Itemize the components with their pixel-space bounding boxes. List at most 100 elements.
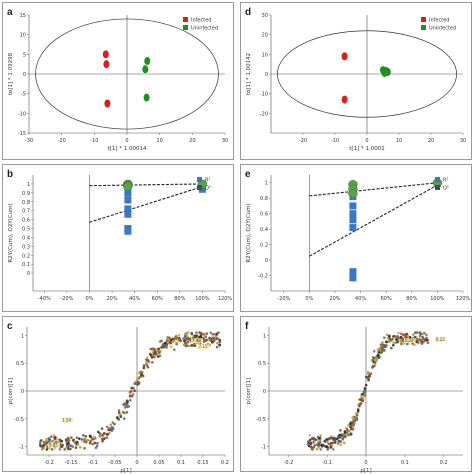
y-tick-label: 0.1 <box>22 262 30 268</box>
loading-point <box>66 447 70 451</box>
loading-point <box>177 333 181 337</box>
loading-point <box>412 333 415 336</box>
loading-point <box>139 375 143 378</box>
loading-point <box>92 435 96 439</box>
loading-point <box>371 356 375 359</box>
loading-point <box>115 416 119 420</box>
legend-label: Uninfected <box>429 26 456 32</box>
point-uninfected <box>384 68 391 77</box>
point-uninfected <box>142 65 149 74</box>
y-tick-label: -10 <box>260 92 268 98</box>
x-tick-label: 0 <box>135 460 138 466</box>
loading-point <box>188 344 192 348</box>
x-tick-label: 20% <box>329 296 340 302</box>
x-tick-label: 120% <box>456 296 471 302</box>
loading-point <box>47 437 51 440</box>
loading-point <box>377 356 380 359</box>
y-tick-label: 0 <box>265 72 268 78</box>
loading-point <box>184 332 188 336</box>
regression-line <box>89 186 203 223</box>
x-tick-label: 30 <box>460 138 466 144</box>
y-tick-label: 1 <box>263 333 266 339</box>
loading-point <box>106 425 109 429</box>
loading-point <box>388 337 392 340</box>
x-tick-label: 80% <box>406 296 417 302</box>
annotation-bg <box>434 336 447 342</box>
loading-point <box>142 366 146 370</box>
loading-point <box>46 441 49 445</box>
loading-point <box>349 425 353 428</box>
loading-point <box>310 448 314 451</box>
loading-point <box>40 439 43 442</box>
loading-point <box>421 335 424 339</box>
loading-point <box>45 437 48 441</box>
loading-point <box>404 335 408 338</box>
loading-point <box>154 348 158 351</box>
loading-point <box>399 332 403 335</box>
y-tick-label: -0.5 <box>256 417 266 423</box>
y-tick-label: 0 <box>263 389 266 395</box>
loading-point <box>149 353 152 357</box>
annotation-label: 7.48 <box>192 338 201 343</box>
loading-point <box>361 398 364 402</box>
point-r2 <box>124 205 132 213</box>
loading-point <box>325 438 329 441</box>
y-tick-label: 0 <box>27 271 30 277</box>
loading-point <box>78 446 82 449</box>
loading-point <box>119 415 123 419</box>
loading-point <box>101 434 104 437</box>
annotation-label: 0.85 <box>49 443 58 448</box>
point-uninfected <box>143 93 150 102</box>
loading-point <box>100 437 104 441</box>
loading-point <box>161 344 165 347</box>
loading-point <box>139 373 143 376</box>
loading-point <box>72 438 75 442</box>
loading-point <box>65 444 69 448</box>
loading-point <box>332 448 335 451</box>
loading-point <box>217 331 220 334</box>
loading-point <box>171 340 175 343</box>
x-tick-label: 0.1 <box>177 460 185 466</box>
x-tick-label: -0.1 <box>322 460 332 466</box>
x-tick-label: 100% <box>195 296 210 302</box>
loading-point <box>413 343 416 347</box>
y-axis-title: p(corr)[1] <box>8 378 14 404</box>
loading-point <box>71 445 74 449</box>
point-q2 <box>348 189 358 198</box>
loading-point <box>364 383 368 387</box>
loading-point <box>339 440 342 443</box>
loading-point <box>374 359 377 362</box>
loading-point <box>125 402 129 406</box>
loading-point <box>393 334 396 338</box>
y-axis-title: R2Y(Cum), Q2Y(Cum) <box>8 203 14 262</box>
loading-point <box>54 436 57 439</box>
loading-point <box>319 434 323 437</box>
loading-point <box>325 445 329 449</box>
loading-point <box>358 402 362 406</box>
y-tick-label: 10 <box>20 33 26 39</box>
y-tick-label: 0.2 <box>260 243 268 249</box>
loading-point <box>127 405 131 408</box>
point-r2 <box>124 196 132 204</box>
loading-point <box>156 349 160 353</box>
legend-swatch <box>421 25 426 30</box>
legend-swatch <box>183 17 188 22</box>
panel-letter-d: d <box>245 7 252 18</box>
loading-point <box>345 427 348 430</box>
loading-point <box>185 344 189 348</box>
loading-point <box>65 442 69 445</box>
loading-point <box>158 354 162 358</box>
point-infected <box>102 50 109 59</box>
loading-point <box>377 353 380 357</box>
loading-point <box>56 438 59 441</box>
x-tick-label: -10 <box>331 138 339 144</box>
loading-point <box>151 354 155 358</box>
loading-point <box>80 438 84 441</box>
point-q2 <box>123 182 133 191</box>
loading-point <box>82 440 86 443</box>
y-tick-label: 1 <box>265 181 268 187</box>
y-tick-label: 0.7 <box>22 209 30 215</box>
loading-point <box>344 435 347 439</box>
loading-point <box>215 345 219 349</box>
y-tick-label: -0.2 <box>258 274 268 280</box>
